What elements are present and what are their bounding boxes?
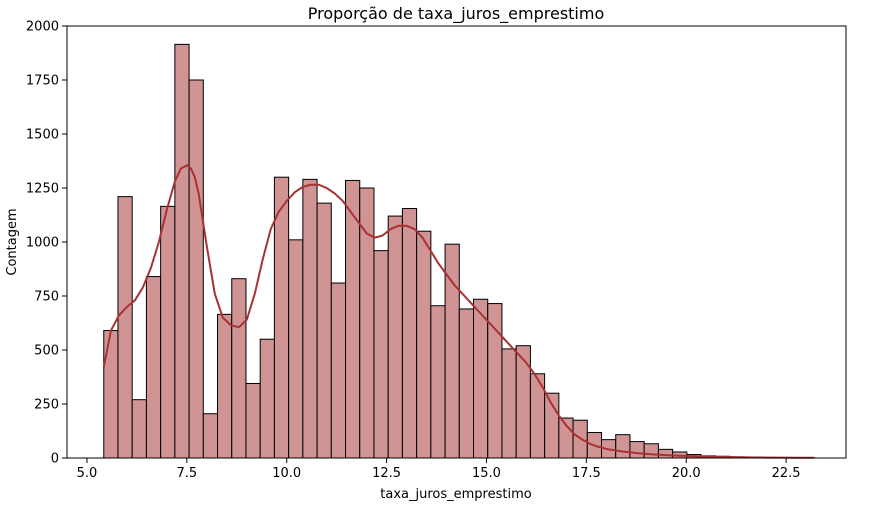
histogram-bar <box>458 308 475 459</box>
x-tick-label: 5.0 <box>77 466 98 481</box>
y-tick-label: 1500 <box>26 128 59 143</box>
y-tick-label: 1250 <box>26 182 59 197</box>
x-axis-title: taxa_juros_emprestimo <box>380 487 531 502</box>
histogram-bar <box>174 43 190 459</box>
x-axis-ticks: 5.0 7.5 10.0 12.5 15.0 17.5 20.0 22.5 <box>77 458 801 481</box>
histogram-bar <box>160 205 176 459</box>
x-tick-label: 15.0 <box>472 466 501 481</box>
histogram-bar <box>117 196 133 459</box>
x-tick-label: 17.5 <box>572 466 601 481</box>
histogram-bar <box>145 276 162 459</box>
histogram-bar <box>131 399 147 459</box>
histogram-bar <box>259 338 275 459</box>
histogram-bar <box>643 443 659 459</box>
x-tick-label: 20.0 <box>672 466 701 481</box>
histogram-bar <box>273 176 290 459</box>
y-tick-label: 1750 <box>26 74 59 89</box>
histogram-bar <box>487 303 503 459</box>
histogram-bar <box>501 348 517 459</box>
x-tick-label: 7.5 <box>177 466 198 481</box>
histogram-bar <box>373 250 389 459</box>
histogram-bar <box>401 208 418 459</box>
histogram-bar <box>302 178 318 459</box>
chart-title: Proporção de taxa_juros_emprestimo <box>308 4 605 24</box>
histogram-bar <box>615 434 631 459</box>
x-tick-label: 12.5 <box>372 466 401 481</box>
histogram-bar <box>217 313 233 459</box>
y-tick-label: 1000 <box>26 236 59 251</box>
y-tick-label: 750 <box>34 290 59 305</box>
histogram-bar <box>245 382 261 459</box>
kde-curve <box>102 164 815 459</box>
histogram-bar <box>316 202 332 459</box>
y-tick-label: 500 <box>34 344 59 359</box>
x-tick-label: 10.0 <box>272 466 301 481</box>
histogram-bar <box>387 215 403 459</box>
y-tick-label: 250 <box>34 398 59 413</box>
histogram-bar <box>231 278 247 459</box>
histogram-bar <box>515 345 531 459</box>
histogram-bar <box>188 79 204 459</box>
histogram-bar <box>657 448 674 459</box>
histogram-bar <box>416 230 432 459</box>
y-axis-title: Contagem <box>5 208 20 275</box>
histogram-bar <box>202 413 219 459</box>
histogram-bar <box>103 330 119 459</box>
histogram-bar <box>473 298 489 459</box>
y-axis-ticks: 0 250 500 750 1000 1250 1500 1750 2000 <box>26 20 67 467</box>
histogram-bar <box>430 305 446 459</box>
histogram-bar <box>288 239 304 459</box>
histogram-bar <box>330 282 347 459</box>
y-tick-label: 2000 <box>26 20 59 35</box>
histogram-bar <box>629 441 645 459</box>
x-tick-label: 22.5 <box>772 466 801 481</box>
y-tick-label: 0 <box>51 452 59 467</box>
